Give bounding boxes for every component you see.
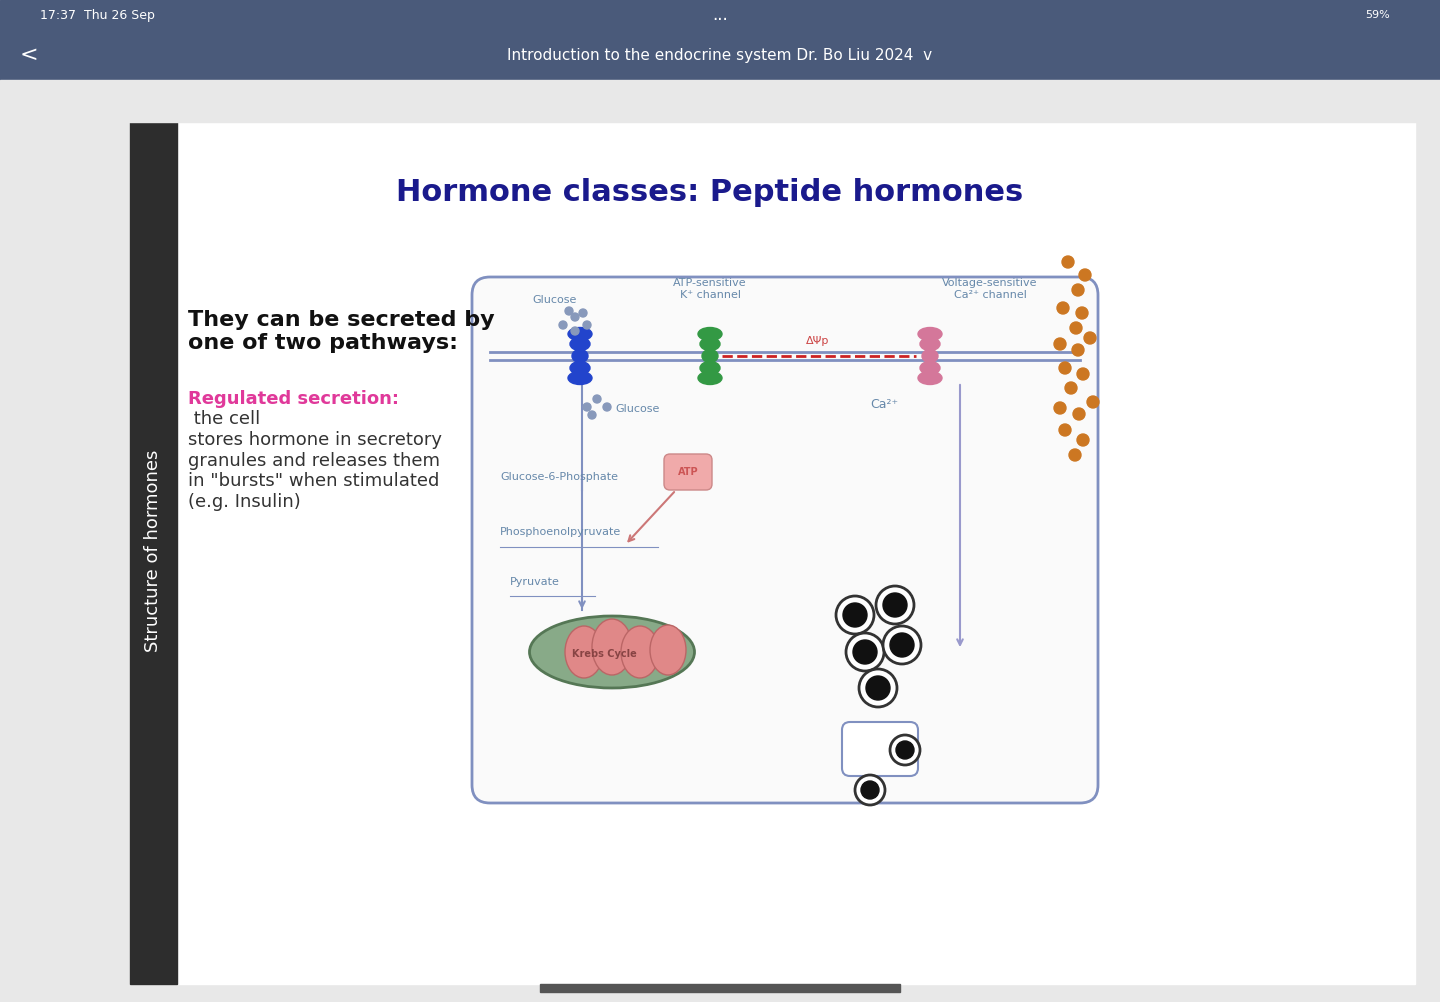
Circle shape	[842, 603, 867, 627]
Bar	[0, 30, 1440, 80]
Circle shape	[1084, 332, 1096, 344]
Ellipse shape	[572, 350, 588, 363]
Circle shape	[1057, 302, 1068, 314]
Circle shape	[564, 307, 573, 315]
Text: ΔΨp: ΔΨp	[806, 336, 829, 346]
Text: <: <	[20, 45, 39, 65]
Text: 59%: 59%	[1365, 10, 1390, 20]
Circle shape	[1077, 368, 1089, 380]
Circle shape	[883, 626, 922, 664]
Circle shape	[896, 741, 914, 759]
Circle shape	[837, 596, 874, 634]
Circle shape	[1058, 362, 1071, 374]
Bar	[0, 80, 1440, 122]
Text: They can be secreted by
one of two pathways:: They can be secreted by one of two pathw…	[189, 310, 494, 353]
Text: Regulated secretion:: Regulated secretion:	[189, 390, 399, 408]
Circle shape	[1071, 284, 1084, 296]
Circle shape	[876, 586, 914, 624]
Ellipse shape	[592, 619, 632, 675]
Circle shape	[1068, 449, 1081, 461]
Circle shape	[1076, 307, 1089, 319]
Bar	[130, 122, 177, 984]
Circle shape	[588, 411, 596, 419]
Circle shape	[572, 313, 579, 321]
Circle shape	[1054, 338, 1066, 350]
Circle shape	[860, 669, 897, 707]
Ellipse shape	[700, 362, 720, 375]
Ellipse shape	[919, 372, 942, 385]
Circle shape	[865, 676, 890, 700]
Circle shape	[1066, 382, 1077, 394]
Circle shape	[861, 781, 878, 799]
Circle shape	[1087, 396, 1099, 408]
Circle shape	[883, 593, 907, 617]
Text: Ca²⁺: Ca²⁺	[870, 398, 899, 411]
Circle shape	[559, 321, 567, 329]
Text: ATP: ATP	[678, 467, 698, 477]
Circle shape	[1058, 424, 1071, 436]
Text: Krebs Cycle: Krebs Cycle	[572, 649, 636, 659]
Text: the cell
stores hormone in secretory
granules and releases them
in "bursts" when: the cell stores hormone in secretory gra…	[189, 410, 442, 511]
FancyBboxPatch shape	[472, 277, 1099, 803]
Ellipse shape	[567, 328, 592, 341]
Circle shape	[1077, 434, 1089, 446]
Circle shape	[593, 395, 600, 403]
Circle shape	[583, 321, 590, 329]
Text: ATP-sensitive
K⁺ channel: ATP-sensitive K⁺ channel	[672, 279, 747, 300]
Circle shape	[847, 633, 884, 671]
Circle shape	[890, 735, 920, 765]
Circle shape	[1079, 269, 1092, 281]
Circle shape	[603, 403, 611, 411]
Ellipse shape	[621, 626, 660, 678]
Ellipse shape	[700, 338, 720, 351]
Circle shape	[572, 327, 579, 335]
Ellipse shape	[530, 616, 694, 688]
Ellipse shape	[920, 338, 940, 351]
Circle shape	[1073, 408, 1084, 420]
Circle shape	[1071, 344, 1084, 356]
Ellipse shape	[920, 362, 940, 375]
FancyBboxPatch shape	[842, 722, 919, 776]
Text: Voltage-sensitive
Ca²⁺ channel: Voltage-sensitive Ca²⁺ channel	[942, 279, 1038, 300]
Text: Structure of hormones: Structure of hormones	[144, 450, 161, 652]
Ellipse shape	[564, 626, 603, 678]
Circle shape	[890, 633, 914, 657]
Ellipse shape	[649, 625, 685, 675]
Text: Pyruvate: Pyruvate	[510, 577, 560, 587]
Bar	[0, 0, 1440, 30]
Text: 17:37  Thu 26 Sep: 17:37 Thu 26 Sep	[40, 8, 156, 21]
Ellipse shape	[698, 328, 721, 341]
Ellipse shape	[570, 362, 590, 375]
Text: ...: ...	[713, 6, 727, 24]
Circle shape	[579, 309, 588, 317]
Circle shape	[1063, 256, 1074, 268]
Text: Phosphoenolpyruvate: Phosphoenolpyruvate	[500, 527, 621, 537]
Ellipse shape	[919, 328, 942, 341]
FancyBboxPatch shape	[664, 454, 711, 490]
Circle shape	[1070, 322, 1081, 334]
Text: Glucose: Glucose	[615, 404, 660, 414]
Ellipse shape	[698, 372, 721, 385]
Circle shape	[852, 640, 877, 664]
Ellipse shape	[703, 350, 719, 363]
Text: Hormone classes: Peptide hormones: Hormone classes: Peptide hormones	[396, 177, 1024, 206]
Text: Glucose: Glucose	[533, 295, 577, 305]
Circle shape	[855, 775, 886, 805]
Text: Introduction to the endocrine system Dr. Bo Liu 2024  v: Introduction to the endocrine system Dr.…	[507, 47, 933, 62]
Circle shape	[1054, 402, 1066, 414]
Circle shape	[583, 403, 590, 411]
Text: Glucose-6-Phosphate: Glucose-6-Phosphate	[500, 472, 618, 482]
Bar	[130, 122, 1416, 984]
Ellipse shape	[570, 338, 590, 351]
Bar	[540, 984, 900, 992]
Ellipse shape	[567, 372, 592, 385]
Ellipse shape	[922, 350, 937, 363]
